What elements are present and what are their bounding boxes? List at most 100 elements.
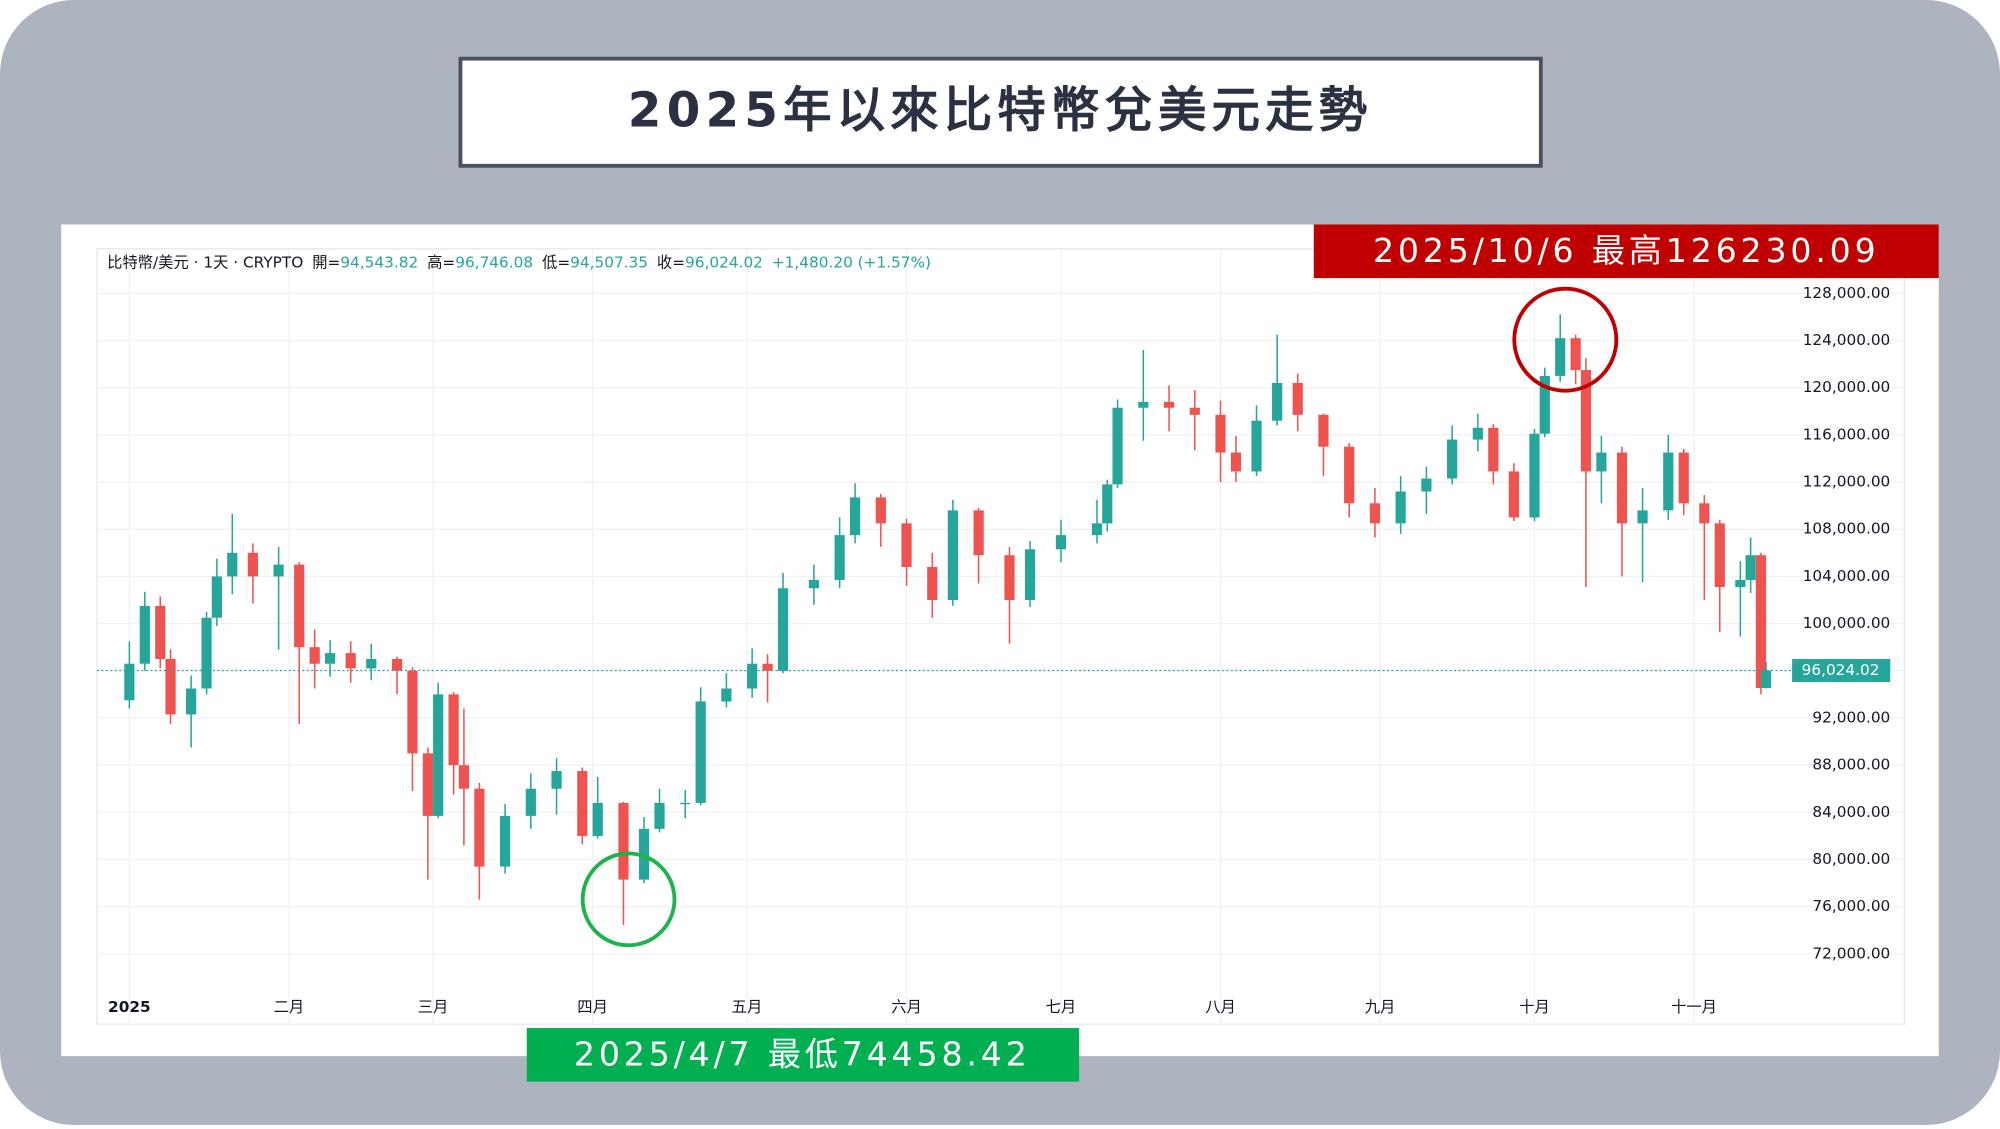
candle-body xyxy=(458,765,470,789)
candle-body xyxy=(618,802,629,880)
y-tick-label: 108,000.00 xyxy=(1803,520,1891,538)
y-tick-label: 104,000.00 xyxy=(1803,567,1891,585)
candle-body xyxy=(294,564,305,648)
header-field: 高= xyxy=(427,253,455,271)
candle-body xyxy=(1055,535,1067,550)
last-price-label: 96,024.02 xyxy=(1802,661,1880,679)
candle-body xyxy=(1318,414,1329,447)
low-annotation-box xyxy=(526,1028,1080,1082)
chart-panel xyxy=(61,224,1939,1057)
candle-body xyxy=(247,552,258,577)
candle-body xyxy=(1004,555,1015,601)
candle-body xyxy=(1189,407,1200,415)
y-tick-label: 120,000.00 xyxy=(1803,378,1891,396)
candle-body xyxy=(551,771,562,789)
candle-body xyxy=(366,659,377,669)
candle-body xyxy=(1292,382,1303,415)
y-tick-label: 84,000.00 xyxy=(1812,803,1890,821)
candle-body xyxy=(1596,452,1607,472)
candle-body xyxy=(345,653,356,669)
chart-header: 比特幣/美元 · 1天 · CRYPTO 開=94,543.82 高=96,746.… xyxy=(107,253,931,271)
candle-body xyxy=(777,588,789,671)
candle-body xyxy=(1138,401,1149,408)
candle-body xyxy=(747,663,758,689)
high-circle xyxy=(1512,286,1619,393)
candle-body xyxy=(391,659,403,671)
x-tick-label: 2025 xyxy=(108,998,151,1016)
header-field: 94,507.35 xyxy=(570,253,648,271)
candle-body xyxy=(1678,452,1689,504)
x-tick-label: 八月 xyxy=(1205,998,1236,1016)
candle-body xyxy=(875,497,886,524)
candle-body xyxy=(211,576,222,618)
x-tick-label: 四月 xyxy=(577,998,608,1016)
low-annotation: 2025/4/7 最低74458.42 xyxy=(574,1035,1031,1074)
candle-body xyxy=(499,815,511,867)
y-tick-label: 88,000.00 xyxy=(1812,756,1890,774)
candle-body xyxy=(1447,439,1458,479)
candle-body xyxy=(721,688,732,702)
header-field: 低= xyxy=(542,253,570,271)
candle-body xyxy=(1488,427,1499,472)
high-annotation-box xyxy=(1313,224,1939,279)
candle-body xyxy=(227,552,238,577)
candle-body xyxy=(1472,427,1483,440)
candle-body xyxy=(1421,478,1432,492)
y-tick-label: 92,000.00 xyxy=(1812,708,1890,726)
x-tick-label: 二月 xyxy=(274,998,305,1016)
candle-body xyxy=(1699,503,1710,524)
candle-body xyxy=(901,523,912,567)
candle-body xyxy=(1508,471,1519,518)
candle-body xyxy=(849,497,861,536)
overlay: 96,024.02 xyxy=(96,286,1891,948)
y-tick-label: 80,000.00 xyxy=(1812,850,1890,868)
candle-body xyxy=(695,701,706,803)
candle-body xyxy=(834,535,845,580)
header-field: 收= xyxy=(657,253,685,271)
candle-body xyxy=(1714,523,1725,588)
candle-body xyxy=(947,510,958,601)
candle-body xyxy=(139,605,150,664)
candle-body xyxy=(1395,491,1406,524)
y-tick-label: 72,000.00 xyxy=(1812,944,1890,962)
candle-body xyxy=(1102,484,1113,524)
header-field: 開= xyxy=(312,253,340,271)
candle-body xyxy=(1163,401,1175,408)
candle-body xyxy=(1570,338,1581,371)
candle-body xyxy=(1529,433,1540,518)
candle-body xyxy=(1735,579,1746,588)
candle-body xyxy=(1215,414,1226,453)
candle-body xyxy=(448,694,459,766)
low-circle xyxy=(580,851,677,948)
candle-body xyxy=(1616,452,1628,524)
candle-body xyxy=(407,670,418,754)
x-tick-label: 五月 xyxy=(732,998,763,1016)
candle-body xyxy=(474,788,485,867)
candle-body xyxy=(592,802,603,836)
candle-body xyxy=(422,753,433,816)
y-tick-label: 76,000.00 xyxy=(1812,897,1890,915)
header-field: 比特幣/美元 · 1天 · CRYPTO xyxy=(107,253,303,271)
candle-body xyxy=(1112,407,1123,485)
candle-body xyxy=(201,617,212,689)
y-tick-label: 100,000.00 xyxy=(1803,614,1891,632)
y-tick-label: 128,000.00 xyxy=(1803,284,1891,302)
candle-body xyxy=(1251,420,1262,472)
candle-body xyxy=(186,688,197,715)
candle-body xyxy=(1230,452,1242,472)
candle-body xyxy=(124,663,135,701)
header-field: 94,543.82 xyxy=(340,253,418,271)
candle-body xyxy=(1663,452,1674,511)
candle-body xyxy=(927,566,938,601)
candle-body xyxy=(1745,555,1756,580)
grid: 72,000.00 76,000.00 80,000.00 84,000.00 88,0… xyxy=(96,248,1905,1025)
x-tick-label: 九月 xyxy=(1365,998,1396,1016)
plot-frame xyxy=(96,248,1905,1025)
candle-body xyxy=(654,802,665,829)
y-tick-label: 112,000.00 xyxy=(1803,473,1891,491)
x-tick-label: 三月 xyxy=(418,998,449,1016)
candles xyxy=(124,314,1772,925)
x-tick-label: 十月 xyxy=(1519,998,1550,1016)
y-tick-label: 116,000.00 xyxy=(1803,425,1891,443)
